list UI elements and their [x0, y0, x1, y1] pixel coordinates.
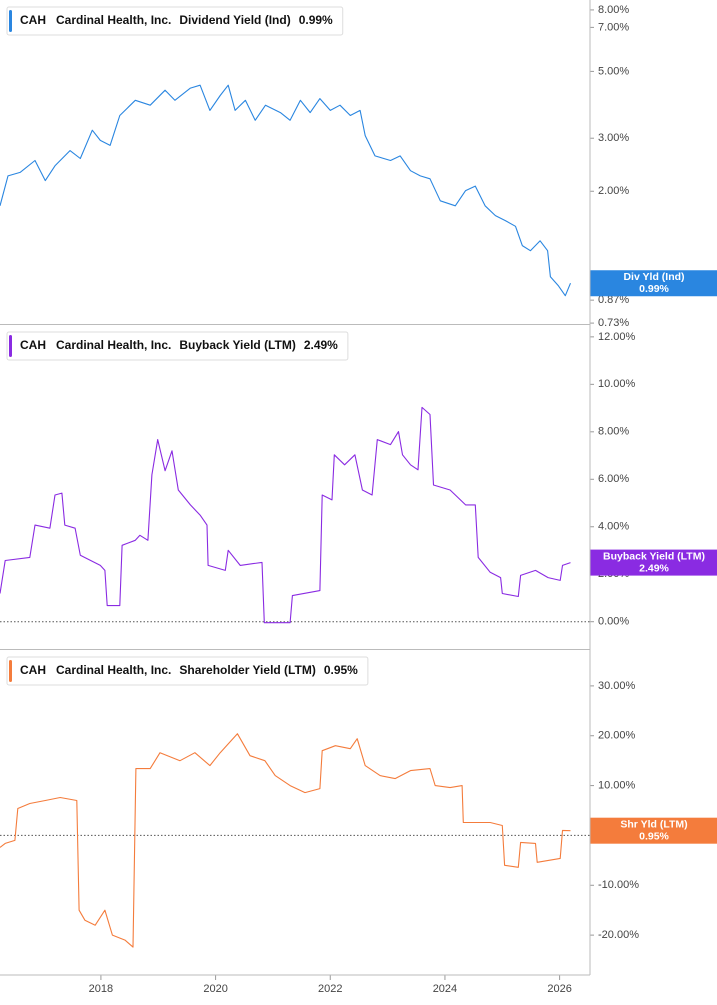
badge-name: Div Yld (Ind): [623, 271, 684, 283]
x-tick-label: 2024: [433, 983, 457, 995]
y-tick-label: 2.00%: [598, 185, 629, 197]
y-tick-label: 7.00%: [598, 21, 629, 33]
badge-value: 0.99%: [639, 283, 669, 295]
legend: CAH Cardinal Health, Inc. Dividend Yield (…: [6, 6, 344, 36]
legend-swatch: [9, 10, 12, 32]
legend: CAH Cardinal Health, Inc. Shareholder Yiel…: [6, 656, 369, 686]
legend-text: Cardinal Health, Inc.: [56, 338, 171, 352]
y-tick-label: 3.00%: [598, 132, 629, 144]
y-tick-label: 8.00%: [598, 426, 629, 438]
x-tick-label: 2022: [318, 983, 342, 995]
x-tick-label: 2026: [547, 983, 571, 995]
legend: CAH Cardinal Health, Inc. Buyback Yield (L…: [6, 331, 349, 361]
y-tick-label: 30.00%: [598, 680, 636, 692]
legend-text: 0.95%: [324, 663, 358, 677]
y-tick-label: 10.00%: [598, 779, 636, 791]
y-tick-label: 8.00%: [598, 4, 629, 16]
y-tick-label: -10.00%: [598, 879, 639, 891]
y-tick-label: 0.87%: [598, 294, 629, 306]
legend-text: Cardinal Health, Inc.: [56, 663, 171, 677]
value-badge: [590, 817, 717, 844]
legend-text: Buyback Yield (LTM): [179, 338, 295, 352]
legend-text: CAH: [20, 13, 46, 27]
legend-text: Cardinal Health, Inc.: [56, 13, 171, 27]
y-tick-label: 0.73%: [598, 317, 629, 329]
legend-text: 0.99%: [299, 13, 333, 27]
y-tick-label: 12.00%: [598, 331, 636, 343]
legend-text: Dividend Yield (Ind): [179, 13, 290, 27]
badge-name: Buyback Yield (LTM): [603, 550, 705, 562]
value-badge: [590, 549, 717, 576]
y-tick-label: -20.00%: [598, 929, 639, 941]
value-badge: [590, 270, 717, 297]
line-series: [0, 733, 571, 948]
legend-swatch: [9, 660, 12, 682]
legend-box: [6, 6, 344, 36]
x-tick-label: 2020: [203, 983, 227, 995]
x-tick-label: 2018: [89, 983, 113, 995]
y-tick-label: 4.00%: [598, 521, 629, 533]
legend-box: [6, 331, 349, 361]
y-tick-label: 0.00%: [598, 616, 629, 628]
legend-text: CAH: [20, 663, 46, 677]
y-tick-label: 10.00%: [598, 378, 636, 390]
line-series: [0, 84, 572, 297]
badge-name: Shr Yld (LTM): [620, 818, 687, 830]
badge-value: 2.49%: [639, 562, 669, 574]
legend-text: 2.49%: [304, 338, 338, 352]
y-tick-label: 20.00%: [598, 730, 636, 742]
y-tick-label: 5.00%: [598, 65, 629, 77]
legend-text: Shareholder Yield (LTM): [179, 663, 315, 677]
legend-text: CAH: [20, 338, 46, 352]
legend-box: [6, 656, 369, 686]
legend-swatch: [9, 335, 12, 357]
badge-value: 0.95%: [639, 830, 669, 842]
line-series: [0, 406, 571, 624]
y-tick-label: 6.00%: [598, 473, 629, 485]
